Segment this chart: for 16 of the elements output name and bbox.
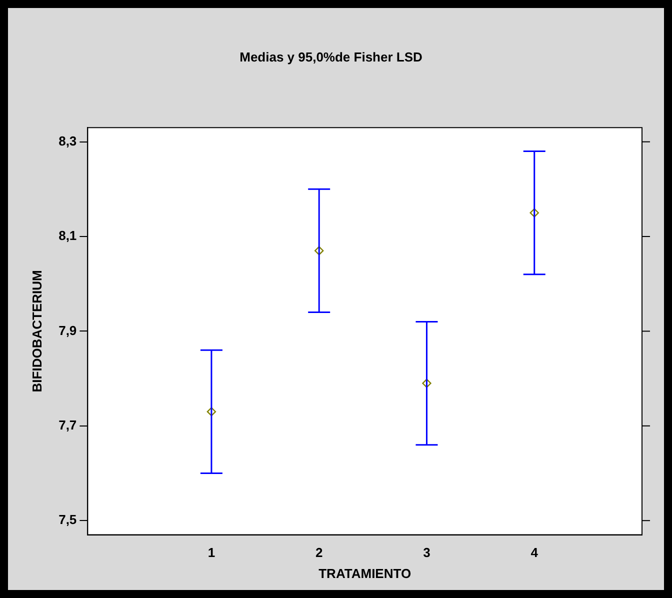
x-tick-label: 2 bbox=[315, 545, 323, 560]
y-tick-label: 7,5 bbox=[58, 512, 77, 528]
y-tick-label: 8,3 bbox=[58, 133, 77, 148]
y-tick-label: 7,9 bbox=[58, 322, 77, 338]
x-tick-label: 1 bbox=[208, 545, 216, 560]
x-tick-label: 4 bbox=[530, 545, 539, 560]
point bbox=[530, 208, 539, 218]
point bbox=[314, 246, 324, 256]
x-tick-label: 3 bbox=[423, 545, 430, 560]
chart-title: Medias y 95,0%de Fisher LSD bbox=[240, 49, 422, 64]
x-axis-title: TRATAMIENTO bbox=[318, 566, 412, 581]
point bbox=[206, 407, 216, 416]
y-axis-title: BIFIDOBACTERIUM bbox=[29, 270, 44, 392]
y-tick-label: 7,7 bbox=[58, 417, 77, 432]
point bbox=[422, 378, 432, 388]
y-tick-label: 8,1 bbox=[58, 228, 77, 244]
